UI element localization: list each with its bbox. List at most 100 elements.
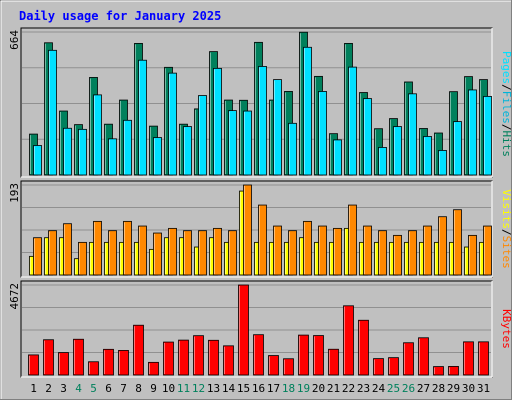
- day-label-18: 18: [282, 382, 295, 395]
- day-label-31: 31: [477, 382, 490, 395]
- bar-kbytes-day-3: [58, 352, 69, 376]
- legend-entry: Pages: [500, 51, 512, 84]
- bar-files-day-30: [468, 89, 477, 176]
- day-label-1: 1: [30, 382, 37, 395]
- bar-kbytes-day-19: [298, 334, 309, 376]
- day-label-20: 20: [312, 382, 325, 395]
- day-label-2: 2: [45, 382, 52, 395]
- legend-entry: /: [500, 84, 512, 91]
- bar-files-day-27: [423, 136, 432, 176]
- bar-kbytes-day-2: [43, 339, 54, 376]
- bar-files-day-28: [438, 150, 447, 176]
- bar-files-day-3: [63, 127, 72, 176]
- bar-files-day-14: [228, 110, 237, 176]
- day-label-3: 3: [60, 382, 67, 395]
- day-label-9: 9: [150, 382, 157, 395]
- bar-visits-day-21: [333, 227, 342, 276]
- bar-visits-day-9: [153, 232, 162, 276]
- day-label-5: 5: [90, 382, 97, 395]
- bar-visits-day-23: [363, 225, 372, 276]
- series-visits: [33, 184, 492, 276]
- bar-kbytes-day-20: [313, 335, 324, 376]
- bar-files-day-29: [453, 121, 462, 176]
- bar-files-day-18: [288, 122, 297, 176]
- legend-entry: Files: [500, 91, 512, 124]
- bar-files-day-12: [198, 95, 207, 176]
- day-label-17: 17: [267, 382, 280, 395]
- bar-files-day-31: [483, 95, 492, 176]
- day-label-7: 7: [120, 382, 127, 395]
- bar-kbytes-day-29: [448, 366, 459, 376]
- day-label-19: 19: [297, 382, 310, 395]
- bar-files-day-26: [408, 93, 417, 176]
- bar-files-day-15: [243, 110, 252, 176]
- bar-visits-day-6: [108, 230, 117, 276]
- bar-kbytes-day-24: [373, 358, 384, 376]
- legend-entry: /: [500, 229, 512, 236]
- bar-visits-day-5: [93, 220, 102, 276]
- day-label-15: 15: [237, 382, 250, 395]
- panel-legend: Pages/Files/Hits: [500, 51, 512, 157]
- bar-files-day-24: [378, 147, 387, 176]
- bar-visits-day-2: [48, 230, 57, 276]
- bar-kbytes-day-10: [163, 341, 174, 376]
- series-files: [33, 46, 492, 176]
- day-label-24: 24: [372, 382, 386, 395]
- bar-kbytes-day-23: [358, 319, 369, 376]
- day-label-25: 25: [387, 382, 400, 395]
- bar-files-day-25: [393, 126, 402, 176]
- day-label-26: 26: [402, 382, 415, 395]
- bar-files-day-4: [78, 128, 87, 176]
- day-label-23: 23: [357, 382, 370, 395]
- bar-kbytes-day-17: [268, 355, 279, 376]
- bar-files-day-8: [138, 59, 147, 176]
- bar-visits-day-14: [228, 230, 237, 276]
- bar-visits-day-28: [438, 216, 447, 276]
- panel-sites_visits: 193 Visits/Sites: [8, 180, 512, 278]
- bar-files-day-7: [123, 119, 132, 176]
- bar-kbytes-day-21: [328, 348, 339, 376]
- bar-files-day-16: [258, 66, 267, 176]
- bar-visits-day-26: [408, 230, 417, 276]
- day-label-27: 27: [417, 382, 430, 395]
- day-label-6: 6: [105, 382, 112, 395]
- bar-kbytes-day-6: [103, 348, 114, 376]
- y-max-label: 664: [8, 30, 21, 50]
- panel-kbytes: 4672 KBytes: [8, 280, 512, 378]
- bar-kbytes-day-16: [253, 334, 264, 376]
- bar-files-day-22: [348, 66, 357, 176]
- y-max-label: 193: [8, 183, 21, 203]
- bar-visits-day-18: [288, 230, 297, 276]
- bar-visits-day-31: [483, 225, 492, 276]
- bar-visits-day-29: [453, 209, 462, 276]
- day-label-21: 21: [327, 382, 340, 395]
- bar-visits-day-8: [138, 225, 147, 276]
- bar-kbytes-day-14: [223, 345, 234, 376]
- bar-kbytes-day-26: [403, 342, 414, 376]
- bar-files-day-10: [168, 72, 177, 176]
- day-label-16: 16: [252, 382, 265, 395]
- legend-entry: Visits: [500, 189, 512, 229]
- bar-visits-day-13: [213, 227, 222, 276]
- bar-kbytes-day-9: [148, 361, 159, 376]
- day-label-11: 11: [177, 382, 190, 395]
- day-label-22: 22: [342, 382, 355, 395]
- bar-visits-day-16: [258, 204, 267, 276]
- bar-kbytes-day-30: [463, 341, 474, 376]
- chart-title: Daily usage for January 2025: [19, 9, 221, 23]
- bar-kbytes-day-11: [178, 339, 189, 376]
- bar-kbytes-day-12: [193, 335, 204, 376]
- bar-files-day-5: [93, 94, 102, 176]
- bar-files-day-21: [333, 139, 342, 176]
- bar-visits-day-20: [318, 225, 327, 276]
- day-label-28: 28: [432, 382, 445, 395]
- bar-kbytes-day-15: [238, 284, 249, 376]
- bar-kbytes-day-8: [133, 324, 144, 376]
- legend-entry: KBytes: [500, 309, 512, 349]
- bar-visits-day-4: [78, 241, 87, 276]
- bar-files-day-23: [363, 98, 372, 176]
- bar-kbytes-day-28: [433, 366, 444, 376]
- day-label-29: 29: [447, 382, 460, 395]
